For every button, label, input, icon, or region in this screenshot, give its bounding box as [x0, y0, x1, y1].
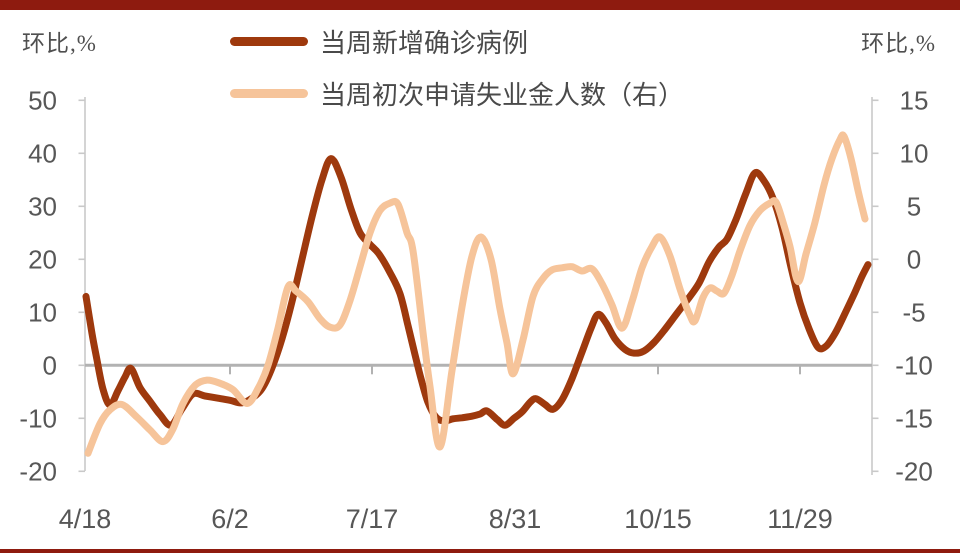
- right-axis-tick-label: -20: [895, 456, 933, 486]
- legend-swatch-confirmed-cases: [230, 36, 308, 46]
- right-axis-tick-label: 10: [900, 138, 929, 168]
- top-accent-bar: [0, 0, 960, 10]
- left-axis-title: 环比,%: [22, 31, 97, 56]
- right-axis-tick-label: -15: [895, 403, 933, 433]
- series-line-jobless-claims: [84, 131, 869, 457]
- right-axis-tick-label: 0: [907, 244, 921, 274]
- series-line-confirmed-cases: [82, 155, 872, 429]
- right-axis-tick-label: 5: [907, 191, 921, 221]
- legend-swatch-jobless-claims: [230, 88, 308, 98]
- left-axis-tick-label: 20: [28, 244, 57, 274]
- right-axis-tick-label: -5: [902, 297, 925, 327]
- right-axis-tick-label: -10: [895, 350, 933, 380]
- left-axis-tick-label: 50: [28, 85, 57, 115]
- x-axis-tick-label: 10/15: [624, 504, 692, 534]
- x-axis-tick-label: 6/2: [211, 504, 249, 534]
- left-axis-tick-label: 10: [28, 297, 57, 327]
- x-axis-tick-label: 11/29: [767, 504, 833, 534]
- chart-legend: 当周新增确诊病例 当周初次申请失业金人数（右）: [230, 23, 684, 127]
- left-axis-tick-label: 40: [28, 138, 57, 168]
- legend-label-confirmed-cases: 当周新增确诊病例: [320, 28, 529, 58]
- left-axis-tick-label: -20: [19, 456, 57, 486]
- left-axis-tick-label: 30: [28, 191, 57, 221]
- right-axis-tick-label: 15: [900, 85, 929, 115]
- legend-label-jobless-claims: 当周初次申请失业金人数（右）: [320, 80, 685, 110]
- x-axis-tick-label: 4/18: [59, 504, 112, 534]
- left-axis-tick-label: -10: [19, 403, 57, 433]
- x-axis-tick-label: 7/17: [346, 504, 399, 534]
- left-axis-tick-label: 0: [43, 350, 57, 380]
- bottom-accent-bar: [0, 549, 960, 553]
- right-axis-title: 环比,%: [861, 31, 936, 56]
- x-axis-tick-label: 8/31: [489, 504, 542, 534]
- legend-item-jobless-claims: 当周初次申请失业金人数（右）: [230, 75, 684, 111]
- legend-item-confirmed-cases: 当周新增确诊病例: [230, 23, 684, 59]
